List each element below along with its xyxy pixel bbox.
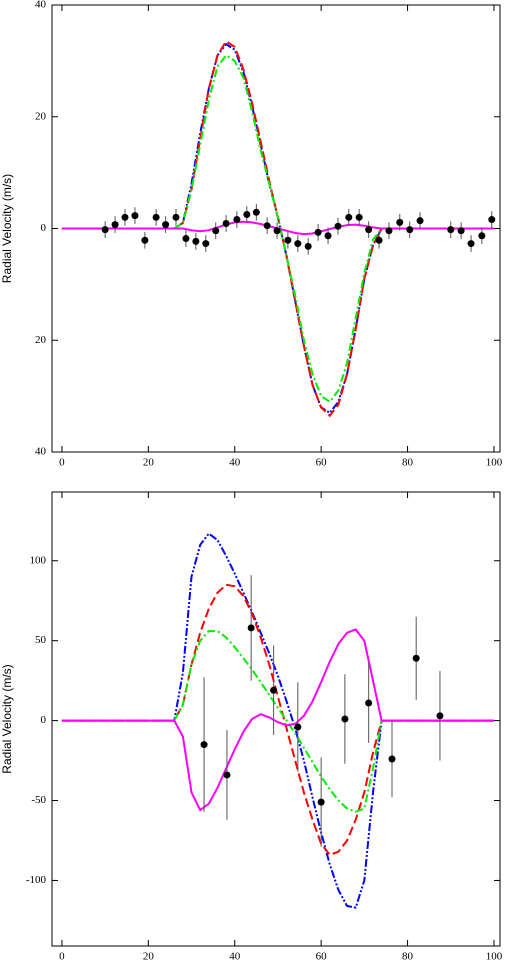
data-point [304, 242, 312, 250]
plot-frame [51, 491, 501, 947]
y-tick-label: 40 [35, 446, 47, 458]
data-point [457, 227, 465, 235]
data-point [111, 221, 119, 229]
y-tick-label: 0 [41, 222, 47, 234]
y-tick-label: 0 [41, 714, 47, 726]
plot-frame [51, 4, 501, 453]
data-point [273, 227, 281, 235]
data-point [467, 240, 475, 248]
x-tick-label: 80 [402, 951, 414, 963]
data-point [182, 235, 190, 243]
data-point [152, 213, 160, 221]
panel: 0 20 40 60 80 100 40 20 0 20 40 Radial Velocity (m/… [0, 0, 503, 469]
y-tick-label: -50 [31, 794, 46, 806]
x-tick-label: 60 [316, 951, 328, 963]
y-tick-label: 40 [35, 0, 47, 11]
data-point [385, 227, 393, 235]
data-point [131, 212, 139, 220]
data-point [355, 213, 363, 221]
x-tick-label: 100 [486, 951, 503, 963]
data-point [162, 221, 170, 229]
data-point [192, 237, 200, 245]
data-point [294, 723, 302, 731]
data-point [223, 771, 231, 779]
data-point [447, 226, 455, 234]
data-point [317, 798, 325, 806]
curve [61, 53, 494, 404]
y-axis-label: Radial Velocity (m/s) [0, 174, 14, 283]
y-tick-label: -100 [26, 874, 47, 886]
data-point [270, 686, 278, 694]
data-point [121, 213, 129, 221]
data-point [365, 226, 373, 234]
panel: 0 20 40 60 80 100 100 50 0 -50 -100 Radial Velocity… [0, 491, 503, 963]
data-point [314, 228, 322, 236]
data-point [263, 222, 271, 230]
data-point [416, 217, 424, 225]
y-tick-label: 50 [35, 634, 47, 646]
curve [61, 628, 494, 812]
y-tick-label: 20 [35, 110, 47, 122]
data-point [396, 218, 404, 226]
y-tick-label: 100 [30, 554, 47, 566]
data-point [233, 216, 241, 224]
data-point [294, 240, 302, 248]
data-point [324, 232, 332, 240]
data-point [412, 654, 420, 662]
data-point [172, 213, 180, 221]
y-axis-label: Radial Velocity (m/s) [0, 664, 14, 773]
y-tick-label: 20 [35, 334, 47, 346]
data-point [345, 213, 353, 221]
x-tick-label: 0 [59, 951, 65, 963]
data-point [406, 226, 414, 234]
data-point [365, 699, 373, 707]
x-tick-label: 0 [59, 457, 65, 469]
data-point [101, 226, 109, 234]
data-point [375, 236, 383, 244]
data-point [202, 240, 210, 248]
data-point [334, 222, 342, 230]
data-point [243, 211, 251, 219]
data-point [212, 227, 220, 235]
data-point [247, 624, 255, 632]
data-point [488, 216, 496, 224]
x-tick-label: 80 [402, 457, 414, 469]
x-tick-label: 20 [143, 951, 155, 963]
x-tick-label: 40 [229, 951, 241, 963]
data-point [436, 712, 444, 720]
data-point [200, 741, 208, 749]
data-point [341, 715, 349, 723]
data-point [252, 208, 260, 216]
data-point [478, 232, 486, 240]
x-tick-label: 60 [316, 457, 328, 469]
data-point [222, 219, 230, 227]
x-tick-label: 100 [486, 457, 503, 469]
data-point [388, 755, 396, 763]
x-tick-label: 40 [229, 457, 241, 469]
data-point [141, 236, 149, 244]
x-tick-label: 20 [143, 457, 155, 469]
data-point [284, 236, 292, 244]
